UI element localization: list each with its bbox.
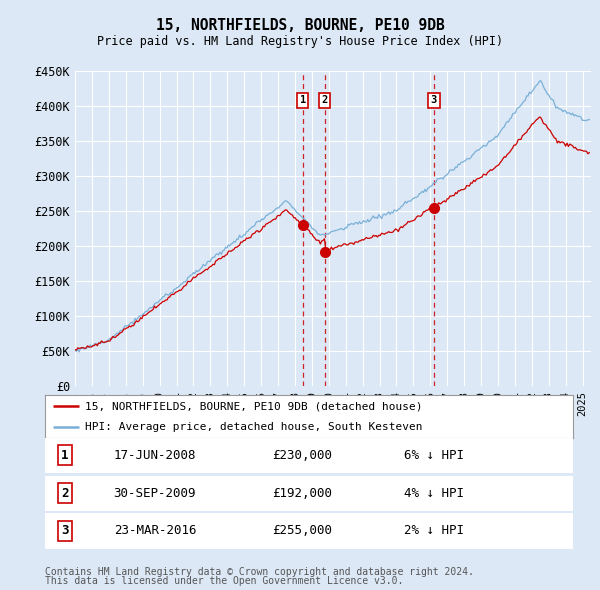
Text: 15, NORTHFIELDS, BOURNE, PE10 9DB: 15, NORTHFIELDS, BOURNE, PE10 9DB [155, 18, 445, 33]
Text: 1: 1 [61, 449, 69, 462]
Text: 3: 3 [61, 525, 69, 537]
Text: 2: 2 [322, 95, 328, 105]
Text: 1: 1 [299, 95, 306, 105]
Text: 2: 2 [61, 487, 69, 500]
Text: Price paid vs. HM Land Registry's House Price Index (HPI): Price paid vs. HM Land Registry's House … [97, 35, 503, 48]
Text: 6% ↓ HPI: 6% ↓ HPI [404, 449, 464, 462]
Text: £192,000: £192,000 [272, 487, 332, 500]
Text: 2% ↓ HPI: 2% ↓ HPI [404, 525, 464, 537]
Text: This data is licensed under the Open Government Licence v3.0.: This data is licensed under the Open Gov… [45, 576, 403, 586]
Text: 23-MAR-2016: 23-MAR-2016 [113, 525, 196, 537]
Text: 17-JUN-2008: 17-JUN-2008 [113, 449, 196, 462]
Text: HPI: Average price, detached house, South Kesteven: HPI: Average price, detached house, Sout… [85, 422, 422, 432]
Text: 30-SEP-2009: 30-SEP-2009 [113, 487, 196, 500]
Text: 4% ↓ HPI: 4% ↓ HPI [404, 487, 464, 500]
Text: 15, NORTHFIELDS, BOURNE, PE10 9DB (detached house): 15, NORTHFIELDS, BOURNE, PE10 9DB (detac… [85, 401, 422, 411]
Text: £230,000: £230,000 [272, 449, 332, 462]
Text: 3: 3 [431, 95, 437, 105]
Text: £255,000: £255,000 [272, 525, 332, 537]
Text: Contains HM Land Registry data © Crown copyright and database right 2024.: Contains HM Land Registry data © Crown c… [45, 567, 474, 577]
